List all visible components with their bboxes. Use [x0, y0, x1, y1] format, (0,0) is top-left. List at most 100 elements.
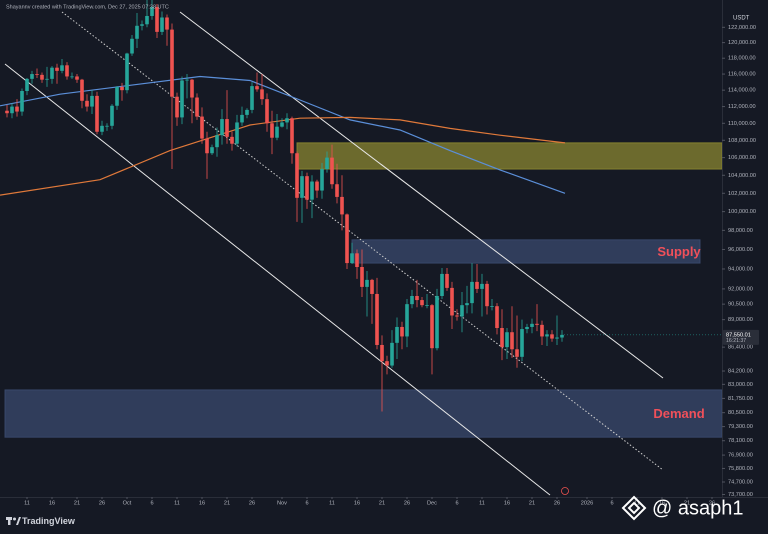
candle-body [235, 122, 239, 144]
y-tick-label: 89,000.00 [728, 317, 753, 323]
y-tick-label: 102,000.00 [728, 191, 756, 197]
candle-body [415, 295, 419, 301]
x-tick-label: 6 [305, 500, 308, 506]
candle-body [460, 305, 464, 317]
candle-body [120, 86, 124, 91]
x-tick-label: 21 [684, 500, 690, 506]
y-tick-label: 75,800.00 [728, 466, 753, 472]
candle-body [270, 123, 274, 138]
y-tick-label: 84,200.00 [728, 369, 753, 375]
y-tick-label: 98,000.00 [728, 228, 753, 234]
candle-body [520, 329, 524, 357]
moving-average [0, 116, 566, 196]
candle-body [140, 24, 144, 26]
x-tick-label: Nov [277, 500, 287, 506]
candle-body [215, 135, 219, 148]
watermark-logo [621, 495, 647, 521]
candle-body [80, 79, 84, 101]
y-tick-label: 108,000.00 [728, 138, 756, 144]
x-tick-label: 11 [634, 500, 640, 506]
candle-body [50, 67, 54, 79]
candle-body [450, 287, 454, 316]
candle-body [475, 281, 479, 289]
candle-body [135, 25, 139, 39]
candle-body [5, 110, 9, 114]
candle-body [455, 315, 459, 317]
candle-body [20, 90, 24, 112]
candle-body [545, 334, 549, 337]
y-tick-label: 76,900.00 [728, 453, 753, 459]
candle-body [515, 349, 519, 357]
candle-body [390, 342, 394, 366]
candle-body [25, 78, 29, 91]
x-tick-label: 11 [174, 500, 180, 506]
candle-body [365, 279, 369, 287]
candle-body [360, 267, 364, 287]
brand: TradingView [22, 516, 76, 526]
y-tick-label: 118,000.00 [728, 56, 756, 62]
candle-body [155, 7, 159, 32]
candle-body [40, 74, 44, 80]
y-tick-label: 83,000.00 [728, 382, 753, 388]
countdown: 16:21:37 [726, 338, 746, 344]
candle-body [345, 214, 349, 264]
candle-body [330, 157, 334, 185]
candle-body [260, 89, 264, 100]
candle-body [205, 138, 209, 154]
candle-body [395, 326, 399, 343]
axes: 122,000.00 120,000.00 118,000.00 116,000.00… [0, 0, 768, 506]
zone [296, 142, 723, 170]
candle-body [90, 95, 94, 107]
y-tick-label: 81,750.00 [728, 396, 753, 402]
candle-body [445, 273, 449, 288]
candle-body [30, 74, 34, 79]
y-tick-label: 116,000.00 [728, 72, 756, 78]
zone-label: Supply [657, 244, 701, 259]
candle-body [370, 279, 374, 294]
x-tick-label: 21 [379, 500, 385, 506]
candle-body [540, 324, 544, 337]
y-tick-label: 114,000.00 [728, 88, 756, 94]
candle-body [255, 86, 259, 90]
candle-body [185, 79, 189, 81]
candle-body [210, 147, 214, 154]
x-tick-label: 11 [329, 500, 335, 506]
zone [4, 389, 723, 438]
logo-part [13, 517, 16, 521]
candle-body [160, 17, 164, 32]
candle-body [285, 118, 289, 123]
candle-body [510, 332, 514, 350]
candle-body [190, 79, 194, 98]
logo-diamond-inner [627, 501, 641, 515]
candle-body [405, 304, 409, 337]
trend-lines [4, 11, 664, 496]
x-tick-label: 6 [150, 500, 153, 506]
y-tick-label: 122,000.00 [728, 25, 756, 31]
x-tick-label: 26 [554, 500, 560, 506]
y-tick-label: 106,000.00 [728, 155, 756, 161]
zone-label: Demand [653, 406, 704, 421]
candle-body [275, 126, 279, 138]
channel-lower [4, 63, 551, 496]
candle-body [320, 169, 324, 191]
candle-body [75, 76, 79, 80]
candle-body [220, 119, 224, 136]
candle-body [230, 136, 234, 144]
y-tick-label: 94,000.00 [728, 266, 753, 272]
candle-body [385, 361, 389, 366]
last-price-box [723, 329, 759, 345]
candle-body [110, 105, 114, 126]
candle-body [180, 80, 184, 118]
candle-body [480, 283, 484, 289]
x-tick-label: 21 [224, 500, 230, 506]
candle-body [265, 99, 269, 124]
x-tick-label: Oct [123, 500, 132, 506]
candle-body [245, 109, 249, 115]
logo-part [16, 517, 21, 525]
candle-body [35, 74, 39, 75]
candle-body [280, 122, 284, 127]
x-tick-label: 26 [249, 500, 255, 506]
candle-body [315, 181, 319, 191]
